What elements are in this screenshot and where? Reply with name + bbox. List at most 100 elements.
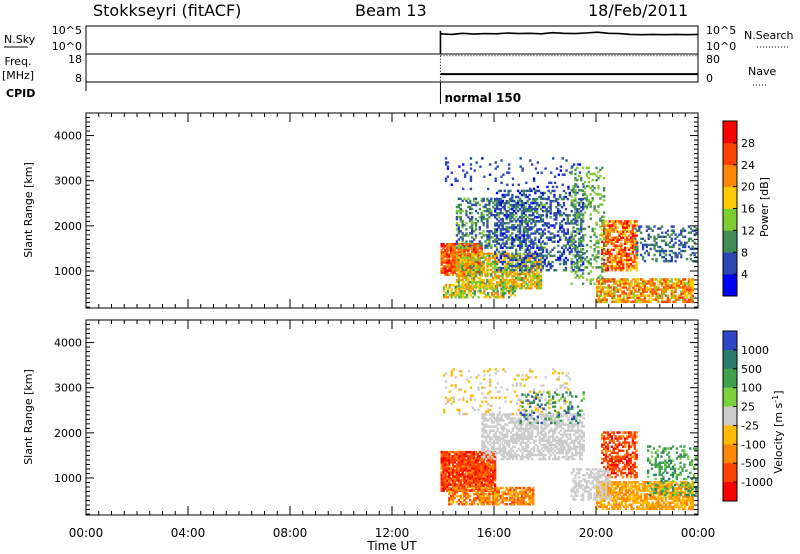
range-cell [503,206,506,209]
range-cell [603,286,606,289]
range-cell [653,298,656,301]
range-cell [495,212,499,215]
range-cell [448,483,451,486]
range-cell [540,429,543,432]
range-cell [580,199,583,203]
range-cell [444,292,448,295]
range-cell [580,189,583,192]
range-cell [582,237,585,241]
range-cell [459,450,462,454]
range-cell [674,233,677,236]
range-cell [634,284,637,287]
range-cell [471,217,474,221]
range-cell [664,253,668,257]
range-cell [494,486,497,490]
range-cell [486,501,489,504]
range-cell [570,203,573,206]
range-cell [540,439,543,443]
range-cell [538,195,541,199]
range-cell [496,421,499,424]
range-cell [641,282,645,285]
range-cell [564,262,568,266]
range-cell [511,287,515,291]
range-cell [478,280,482,284]
range-cell [647,253,650,257]
range-cell [494,488,497,492]
range-cell [492,278,495,282]
range-cell [457,252,461,255]
range-cell [597,300,601,304]
range-cell [450,471,453,474]
range-cell [572,205,575,208]
range-cell [627,258,631,262]
range-cell [446,296,450,299]
range-cell [613,286,616,289]
range-cell [559,254,562,258]
range-cell [672,294,675,297]
range-cell [532,499,535,502]
range-cell [684,282,687,285]
range-cell [518,269,522,272]
range-cell [582,282,585,285]
range-cell [576,166,579,170]
range-cell [616,260,619,264]
range-cell [446,487,449,490]
range-cell [562,232,566,235]
range-cell [641,294,645,297]
range-cell [455,463,459,466]
range-cell [494,447,497,451]
range-cell [570,236,573,239]
range-cell [543,197,547,201]
range-cell [473,463,476,466]
range-cell [459,467,462,470]
range-cell [640,294,643,297]
range-cell [603,236,606,239]
range-cell [490,244,493,247]
range-cell [530,260,533,264]
range-cell [465,450,468,454]
range-cell [603,221,606,225]
range-cell [674,278,677,281]
range-cell [469,211,472,215]
range-cell [557,234,560,237]
range-cell [463,262,466,266]
range-cell [454,289,457,293]
range-cell [473,230,476,233]
range-cell [553,181,557,185]
range-cell [453,261,457,264]
range-cell [478,467,482,470]
range-cell [460,292,463,295]
range-cell [453,479,457,482]
range-cell [446,481,449,484]
range-cell [450,269,453,272]
range-cell [496,437,499,441]
range-cell [527,423,530,426]
range-cell [462,294,465,297]
range-cell [528,209,531,213]
range-cell [662,286,666,289]
range-cell [518,228,522,231]
range-cell [480,244,483,247]
range-cell [450,455,453,458]
range-cell [471,278,474,282]
range-cell [521,445,524,449]
range-cell [680,290,683,293]
range-cell [482,213,485,217]
range-cell [547,206,550,209]
range-cell [446,287,450,291]
range-cell [480,496,483,500]
range-cell [530,496,533,500]
range-cell [480,503,483,506]
range-cell [617,300,620,304]
range-cell [685,282,689,285]
range-cell [527,455,530,459]
range-cell [566,258,570,262]
range-cell [582,217,585,220]
range-cell [589,205,592,208]
range-cell [524,208,527,211]
range-cell [448,265,451,268]
range-cell [486,503,489,506]
range-cell [451,461,455,464]
range-cell [524,214,527,217]
range-cell [638,225,641,228]
